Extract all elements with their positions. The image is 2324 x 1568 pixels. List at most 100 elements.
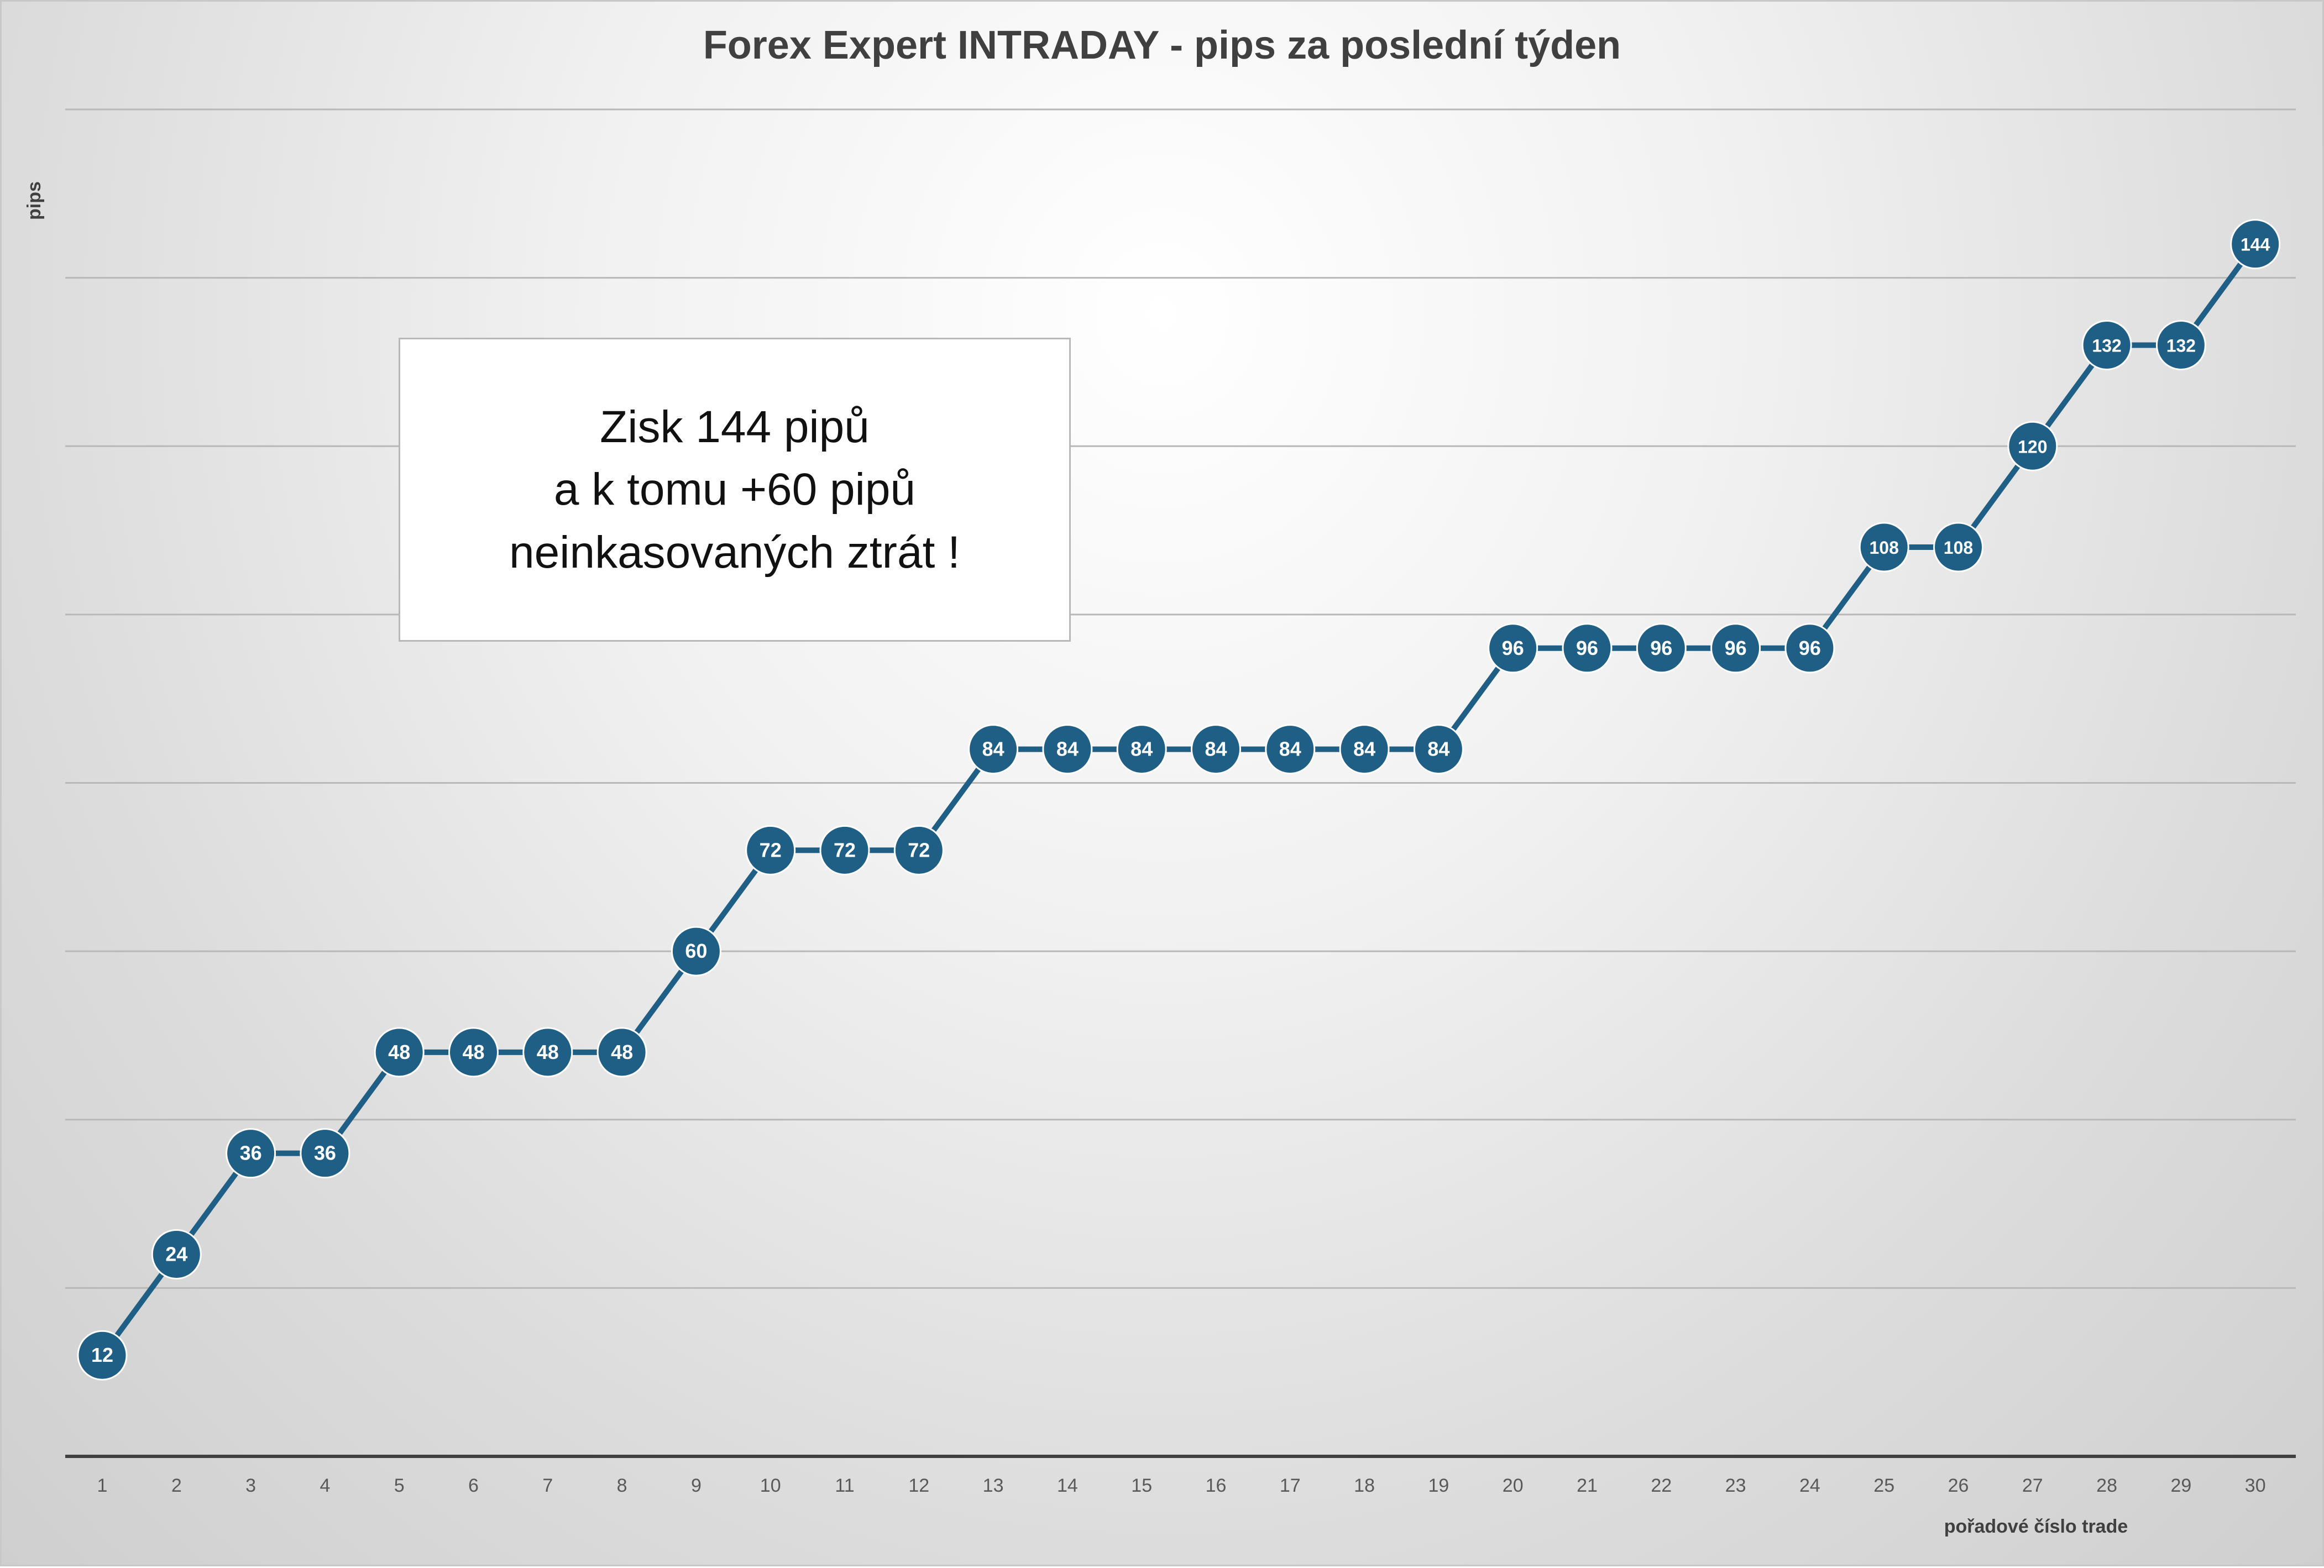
x-axis: 1 2 3 4 5 6 7 8 9 10 11 12 13 14 15 16 17 18 19 20 21 22 23 24 2… [65, 1455, 2296, 1496]
data-label: 132 [2092, 335, 2121, 355]
x-tick-label: 30 [2245, 1475, 2266, 1496]
data-point [1265, 724, 1316, 775]
data-label: 48 [611, 1041, 633, 1063]
data-point [374, 1027, 425, 1078]
x-tick-label: 10 [760, 1475, 781, 1496]
data-point [1042, 724, 1093, 775]
x-tick-label: 29 [2170, 1475, 2191, 1496]
x-tick-label: 20 [1503, 1475, 1524, 1496]
data-label: 132 [2166, 335, 2196, 355]
data-point [2007, 421, 2058, 471]
data-label: 84 [1279, 738, 1301, 761]
data-label: 48 [462, 1041, 484, 1063]
data-point [1413, 724, 1464, 775]
data-label: 36 [240, 1142, 262, 1165]
data-label: 72 [834, 838, 856, 861]
x-tick-label: 22 [1651, 1475, 1672, 1496]
data-point [226, 1128, 276, 1179]
data-point [745, 825, 796, 875]
data-point [1562, 623, 1613, 674]
gridlines [65, 108, 2296, 1289]
data-points: 12 24 36 36 48 48 48 48 60 72 72 72 84 84 84 84 84 84 84 96… [77, 219, 2281, 1381]
data-label: 96 [1576, 637, 1598, 659]
data-label: 96 [1725, 637, 1747, 659]
data-label: 24 [165, 1242, 187, 1265]
x-tick-label: 16 [1206, 1475, 1227, 1496]
annotation-line-3: neinkasovaných ztrát ! [509, 527, 960, 578]
data-point [151, 1229, 202, 1279]
x-tick-label: 15 [1131, 1475, 1152, 1496]
data-point [819, 825, 870, 875]
x-tick-label: 7 [542, 1475, 553, 1496]
x-tick-label: 17 [1280, 1475, 1301, 1496]
data-point [1339, 724, 1390, 775]
x-axis-label: pořadové číslo trade [1944, 1516, 2128, 1537]
x-tick-label: 28 [2096, 1475, 2117, 1496]
data-label: 12 [91, 1344, 113, 1366]
data-point [448, 1027, 499, 1078]
x-tick-label: 13 [983, 1475, 1004, 1496]
data-point [1636, 623, 1687, 674]
data-point [1933, 522, 1983, 573]
data-point [1784, 623, 1835, 674]
data-point [671, 926, 721, 977]
data-point [2081, 319, 2132, 370]
data-point [1859, 522, 1909, 573]
x-tick-label: 2 [171, 1475, 182, 1496]
data-label: 36 [314, 1142, 336, 1165]
data-label: 84 [1056, 738, 1079, 761]
annotation-line-1: Zisk 144 pipů [600, 402, 870, 453]
x-tick-label: 9 [691, 1475, 702, 1496]
x-tick-label: 21 [1577, 1475, 1598, 1496]
data-point [1191, 724, 1241, 775]
x-tick-label: 6 [468, 1475, 479, 1496]
x-tick-label: 19 [1428, 1475, 1449, 1496]
data-point [893, 825, 944, 875]
data-point [596, 1027, 647, 1078]
chart-title: Forex Expert INTRADAY - pips za poslední… [703, 23, 1621, 67]
data-point [522, 1027, 573, 1078]
data-label: 108 [1870, 538, 1899, 558]
data-point [300, 1128, 350, 1179]
x-tick-label: 5 [394, 1475, 405, 1496]
x-tick-label: 25 [1873, 1475, 1894, 1496]
data-point [1488, 623, 1538, 674]
x-tick-label: 18 [1354, 1475, 1375, 1496]
x-tick-label: 3 [245, 1475, 256, 1496]
data-label: 72 [908, 838, 930, 861]
x-tick-label: 24 [1799, 1475, 1820, 1496]
data-label: 96 [1650, 637, 1672, 659]
data-label: 84 [1353, 738, 1375, 761]
x-tick-label: 27 [2022, 1475, 2043, 1496]
data-label: 96 [1502, 637, 1524, 659]
x-tick-label: 14 [1057, 1475, 1078, 1496]
x-tick-label: 8 [617, 1475, 627, 1496]
data-label: 108 [1944, 538, 1973, 558]
data-point [77, 1330, 128, 1381]
data-point [2230, 219, 2281, 270]
data-point [968, 724, 1019, 775]
x-tick-label: 11 [835, 1475, 854, 1496]
data-point [1710, 623, 1761, 674]
x-tick-label: 12 [908, 1475, 929, 1496]
data-label: 84 [1130, 738, 1153, 761]
data-label: 48 [388, 1041, 410, 1063]
data-point [1116, 724, 1167, 775]
data-label: 84 [982, 738, 1004, 761]
data-label: 120 [2018, 437, 2047, 457]
data-label: 96 [1799, 637, 1821, 659]
annotation-line-2: a k tomu +60 pipů [553, 464, 916, 515]
data-label: 72 [760, 838, 782, 861]
annotation-box: Zisk 144 pipů a k tomu +60 pipů neinkaso… [399, 338, 1071, 642]
data-label: 60 [685, 940, 707, 962]
data-label: 48 [537, 1041, 559, 1063]
data-label: 144 [2241, 235, 2270, 255]
data-label: 84 [1427, 738, 1449, 761]
x-tick-label: 4 [320, 1475, 330, 1496]
data-label: 84 [1205, 738, 1227, 761]
x-tick-label: 26 [1948, 1475, 1969, 1496]
x-tick-label: 1 [97, 1475, 108, 1496]
x-tick-label: 23 [1725, 1475, 1746, 1496]
